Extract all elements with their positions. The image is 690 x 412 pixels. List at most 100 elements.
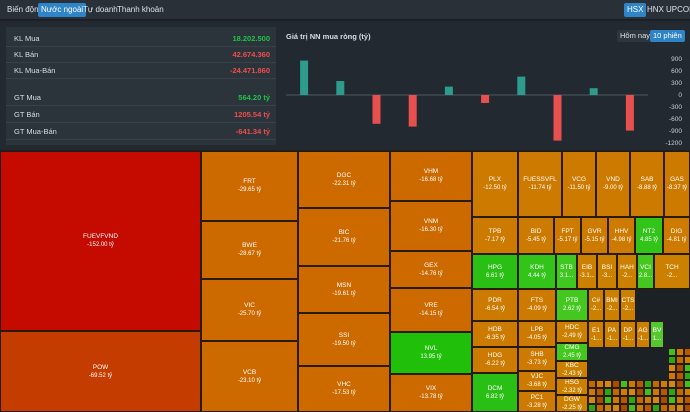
- chart-bar[interactable]: [336, 81, 345, 95]
- treemap-tile-small[interactable]: [684, 364, 690, 372]
- treemap-tile[interactable]: PLX -12.50 tỷ: [472, 151, 518, 217]
- treemap-tile-small[interactable]: [596, 388, 604, 396]
- treemap-tile-small[interactable]: [660, 404, 668, 412]
- treemap-tile-small[interactable]: [612, 396, 620, 404]
- treemap-tile[interactable]: C# -2...: [588, 289, 604, 321]
- treemap-tile-small[interactable]: [612, 388, 620, 396]
- treemap-tile[interactable]: BMI -2...: [604, 289, 620, 321]
- treemap-tile[interactable]: BIC -21.76 tỷ: [298, 208, 390, 266]
- treemap-tile-small[interactable]: [676, 372, 684, 380]
- treemap-tile[interactable]: BSI -3...: [597, 254, 617, 289]
- treemap-tile[interactable]: CMG 2.45 tỷ: [556, 343, 588, 361]
- exchange-upcom[interactable]: UPCOM: [666, 5, 690, 14]
- treemap-tile[interactable]: BV 1...: [650, 321, 664, 348]
- treemap-tile-small[interactable]: [628, 404, 636, 412]
- treemap-tile-small[interactable]: [604, 404, 612, 412]
- treemap-tile[interactable]: HDC -2.49 tỷ: [556, 321, 588, 343]
- treemap-tile-small[interactable]: [652, 380, 660, 388]
- treemap-tile[interactable]: VCI 2.8...: [637, 254, 654, 289]
- exchange-hnx[interactable]: HNX: [647, 5, 664, 14]
- treemap-tile-small[interactable]: [636, 396, 644, 404]
- treemap-tile-small[interactable]: [684, 356, 690, 364]
- treemap-tile-small[interactable]: [612, 404, 620, 412]
- treemap-tile-small[interactable]: [636, 380, 644, 388]
- treemap-tile[interactable]: FPT -5.17 tỷ: [554, 217, 581, 254]
- treemap-tile-small[interactable]: [684, 348, 690, 356]
- treemap-tile-small[interactable]: [660, 396, 668, 404]
- treemap-tile[interactable]: VCB -23.10 tỷ: [201, 341, 298, 412]
- treemap-tile[interactable]: VIC -25.70 tỷ: [201, 279, 298, 341]
- treemap-tile[interactable]: BID -5.45 tỷ: [518, 217, 554, 254]
- treemap-tile-small[interactable]: [596, 380, 604, 388]
- treemap-tile-small[interactable]: [684, 380, 690, 388]
- treemap-tile[interactable]: HAH -2...: [617, 254, 637, 289]
- treemap-tile-small[interactable]: [644, 388, 652, 396]
- treemap-tile-small[interactable]: [676, 348, 684, 356]
- treemap-tile[interactable]: LPB -4.05 tỷ: [518, 321, 556, 347]
- chart-bar[interactable]: [553, 95, 562, 141]
- treemap-tile[interactable]: CTS -2...: [620, 289, 636, 321]
- treemap-tile[interactable]: GEX -14.76 tỷ: [390, 251, 472, 288]
- tab-thanh-khoan[interactable]: Thanh khoản: [117, 5, 164, 14]
- treemap-tile[interactable]: TPB -7.17 tỷ: [472, 217, 518, 254]
- period-10-sessions-button[interactable]: 10 phiên: [650, 30, 685, 42]
- treemap-tile[interactable]: FRT -29.65 tỷ: [201, 151, 298, 221]
- treemap-tile[interactable]: FUESSVFL -11.74 tỷ: [518, 151, 562, 217]
- treemap-tile-small[interactable]: [604, 380, 612, 388]
- treemap-tile-small[interactable]: [652, 396, 660, 404]
- treemap-tile-small[interactable]: [620, 388, 628, 396]
- treemap-tile-small[interactable]: [652, 388, 660, 396]
- treemap-tile-small[interactable]: [628, 388, 636, 396]
- treemap-tile-small[interactable]: [628, 380, 636, 388]
- treemap-tile-small[interactable]: [596, 396, 604, 404]
- treemap-tile-small[interactable]: [684, 388, 690, 396]
- chart-bar[interactable]: [408, 95, 417, 127]
- treemap-tile-small[interactable]: [652, 404, 660, 412]
- treemap-tile[interactable]: HHV -4.98 tỷ: [608, 217, 635, 254]
- treemap-tile[interactable]: DIG -4.81 tỷ: [663, 217, 690, 254]
- treemap-tile-small[interactable]: [628, 396, 636, 404]
- treemap-tile-small[interactable]: [588, 388, 596, 396]
- treemap-tile[interactable]: PC1 -3.28 tỷ: [518, 391, 556, 412]
- tab-bien-dong[interactable]: Biến động: [7, 5, 44, 14]
- treemap-tile[interactable]: BWE -28.67 tỷ: [201, 221, 298, 279]
- treemap-tile-small[interactable]: [644, 404, 652, 412]
- chart-bar[interactable]: [517, 76, 526, 95]
- treemap-tile-small[interactable]: [588, 396, 596, 404]
- chart-bar[interactable]: [300, 60, 309, 95]
- treemap-tile[interactable]: AG -1...: [636, 321, 650, 348]
- treemap-tile-small[interactable]: [676, 396, 684, 404]
- treemap-tile-small[interactable]: [588, 404, 596, 412]
- treemap-tile-small[interactable]: [612, 380, 620, 388]
- treemap-tile[interactable]: FTS -4.09 tỷ: [518, 289, 556, 321]
- treemap-tile[interactable]: E1 -1...: [588, 321, 604, 348]
- treemap-tile[interactable]: DCM 6.82 tỷ: [472, 373, 518, 412]
- treemap-tile[interactable]: VJC -3.68 tỷ: [518, 371, 556, 391]
- treemap-tile[interactable]: GVR -5.15 tỷ: [581, 217, 608, 254]
- treemap-tile[interactable]: VNM -16.30 tỷ: [390, 201, 472, 251]
- treemap-tile[interactable]: VIX -13.78 tỷ: [390, 374, 472, 412]
- treemap-tile-small[interactable]: [588, 380, 596, 388]
- treemap-tile-small[interactable]: [684, 372, 690, 380]
- treemap-tile-small[interactable]: [660, 380, 668, 388]
- treemap-tile[interactable]: PTB 2.62 tỷ: [556, 289, 588, 321]
- treemap-tile[interactable]: PDR -6.54 tỷ: [472, 289, 518, 321]
- treemap-tile-small[interactable]: [676, 380, 684, 388]
- treemap-tile[interactable]: POW -69.52 tỷ: [0, 331, 201, 412]
- treemap-tile-small[interactable]: [604, 396, 612, 404]
- treemap-tile[interactable]: VRE -14.15 tỷ: [390, 288, 472, 332]
- chart-bar[interactable]: [589, 88, 598, 95]
- treemap-tile-small[interactable]: [668, 348, 676, 356]
- treemap-tile[interactable]: NVL 13.95 tỷ: [390, 332, 472, 374]
- treemap-tile-small[interactable]: [668, 388, 676, 396]
- treemap-tile-small[interactable]: [620, 396, 628, 404]
- treemap-tile[interactable]: SHB -3.73 tỷ: [518, 347, 556, 371]
- treemap-tile-small[interactable]: [684, 396, 690, 404]
- treemap-tile-small[interactable]: [620, 380, 628, 388]
- treemap-tile[interactable]: KBC -2.43 tỷ: [556, 361, 588, 378]
- treemap-tile[interactable]: DP -1...: [620, 321, 636, 348]
- treemap-tile-small[interactable]: [668, 404, 676, 412]
- treemap-tile[interactable]: SSI -19.50 tỷ: [298, 313, 390, 366]
- treemap-tile[interactable]: TCH -2...: [654, 254, 690, 289]
- treemap-tile-small[interactable]: [684, 404, 690, 412]
